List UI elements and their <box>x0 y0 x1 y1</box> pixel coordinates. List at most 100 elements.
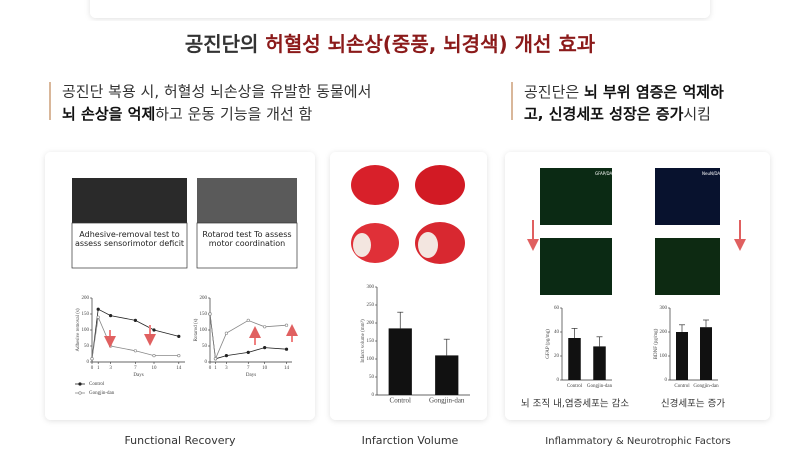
bar <box>388 328 412 395</box>
y-tick-label: 0 <box>665 378 668 383</box>
x-tick-label: 3 <box>225 366 228 371</box>
y-tick-label: 200 <box>200 296 208 301</box>
y-tick-label: 200 <box>367 321 375 326</box>
point <box>96 307 100 311</box>
x-tick-label: Gongjin-dan <box>429 397 465 405</box>
line <box>91 315 179 359</box>
point <box>133 318 137 323</box>
y-tick-label: 100 <box>200 328 208 333</box>
bar <box>593 346 606 380</box>
x-tick-label: 1 <box>97 366 100 371</box>
heading-line: 뇌 손상을 억제하고 운동 기능을 개선 함 <box>62 105 313 123</box>
point <box>213 357 218 361</box>
point <box>108 344 113 348</box>
heading-line: 공진단은 뇌 부위 염증은 억제하 <box>524 83 724 101</box>
y-tick-label: 100 <box>367 357 375 362</box>
y-tick-label: 50 <box>84 344 90 349</box>
y-tick-label: 0 <box>557 378 560 383</box>
y-tick-label: 150 <box>82 312 90 317</box>
point <box>284 347 289 351</box>
point <box>108 314 113 318</box>
fluorescence-images <box>540 168 720 295</box>
section-title: Inflammatory & Neurotrophic Factors <box>545 436 730 447</box>
y-tick-label: 50 <box>202 344 208 349</box>
x-tick-label: 14 <box>284 366 290 371</box>
legend-marker <box>78 391 82 395</box>
x-tick-label: 7 <box>247 366 250 371</box>
caption-box <box>71 222 188 269</box>
y-tick-label: 0 <box>205 360 208 365</box>
page-title: 공진단의 허혈성 뇌손상(중풍, 뇌경색) 개선 효과 <box>185 32 596 56</box>
x-tick-label: 3 <box>109 366 112 371</box>
line <box>209 313 287 361</box>
x-tick-label: Gongjin-dan <box>693 384 719 389</box>
top-card <box>90 0 710 18</box>
point <box>90 357 94 361</box>
y-tick-label: 50 <box>369 375 375 380</box>
point <box>133 349 137 353</box>
y-axis-label: Rotarod (s) <box>194 318 199 341</box>
x-axis-label: Days <box>133 373 143 378</box>
point <box>152 354 156 358</box>
point <box>208 312 212 316</box>
y-tick-label: 0 <box>87 360 90 365</box>
point <box>263 325 267 329</box>
point <box>177 354 181 358</box>
y-axis-label: GFAP (pg/mg) <box>546 329 551 359</box>
panel-caption: 신경세포는 증가 <box>661 398 725 410</box>
photo <box>197 178 297 223</box>
y-tick-label: 300 <box>367 285 375 290</box>
section-title: Infarction Volume <box>362 434 459 447</box>
caption-box <box>196 222 298 269</box>
image-label: GFAP/DAPI <box>595 171 616 176</box>
point <box>224 354 228 358</box>
photo-caption: Rotarod test To assess motor coordinatio… <box>202 230 292 248</box>
x-tick-label: Control <box>674 384 690 389</box>
section-title: Functional Recovery <box>124 434 236 447</box>
x-tick-label: 10 <box>152 366 158 371</box>
photo-caption: Adhesive-removal test to assess sensorim… <box>74 230 185 248</box>
y-tick-label: 20 <box>554 354 560 359</box>
y-tick-label: 200 <box>82 296 90 301</box>
y-tick-label: 250 <box>367 303 375 308</box>
heading-line: 공진단 복용 시, 허혈성 뇌손상을 유발한 동물에서 <box>62 83 371 101</box>
y-tick-label: 150 <box>367 339 375 344</box>
y-tick-label: 0 <box>372 393 375 398</box>
x-tick-label: 10 <box>262 366 268 371</box>
bar <box>676 332 688 380</box>
point <box>263 346 267 350</box>
bar <box>435 355 459 395</box>
point <box>284 323 289 327</box>
x-tick-label: Control <box>390 397 411 405</box>
bar <box>700 327 712 380</box>
y-tick-label: 100 <box>82 328 90 333</box>
legend-label: Gongjin-dan <box>89 391 115 396</box>
y-tick-label: 300 <box>660 306 668 311</box>
y-tick-label: 100 <box>660 354 668 359</box>
point <box>224 331 228 335</box>
panel-caption: 뇌 조직 내,염증세포는 감소 <box>521 398 629 410</box>
image-label: NeuN/DAPI <box>702 171 724 176</box>
heading-line: 고, 신경세포 성장은 증가시킴 <box>524 105 711 123</box>
x-tick-label: 14 <box>176 366 182 371</box>
y-tick-label: 150 <box>200 312 208 317</box>
x-axis-label: Days <box>246 373 256 378</box>
legend-marker <box>78 382 82 386</box>
point <box>152 328 156 332</box>
x-tick-label: Gongjin-dan <box>587 384 613 389</box>
y-axis-label: Adhesive removal (s) <box>76 308 81 351</box>
y-tick-label: 60 <box>554 306 560 311</box>
x-tick-label: 0 <box>209 366 212 371</box>
photo <box>72 178 187 223</box>
point <box>246 350 250 355</box>
x-tick-label: Control <box>567 384 583 389</box>
brain-slices <box>351 165 465 264</box>
bar <box>568 338 581 380</box>
x-tick-label: 7 <box>134 366 137 371</box>
card <box>330 152 487 420</box>
y-tick-label: 40 <box>554 330 560 335</box>
legend-label: Control <box>89 382 105 387</box>
y-axis-label: Infarct volume (mm³) <box>360 319 366 363</box>
